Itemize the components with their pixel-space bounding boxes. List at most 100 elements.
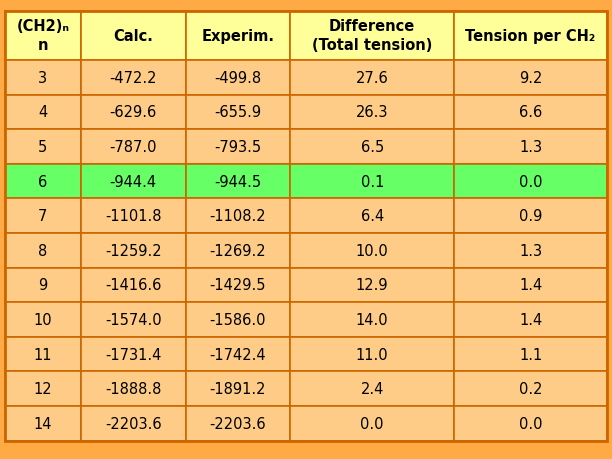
- Bar: [290, 95, 454, 130]
- Bar: [290, 302, 454, 337]
- Text: 1.3: 1.3: [519, 243, 542, 258]
- Text: -1416.6: -1416.6: [105, 278, 162, 293]
- Text: -793.5: -793.5: [214, 140, 261, 155]
- Bar: [81, 199, 185, 234]
- Text: 6: 6: [38, 174, 48, 189]
- Bar: [5, 130, 81, 164]
- Bar: [185, 130, 290, 164]
- Bar: [290, 372, 454, 406]
- Bar: [81, 268, 185, 302]
- Bar: [454, 372, 607, 406]
- Bar: [185, 164, 290, 199]
- Bar: [5, 372, 81, 406]
- Bar: [185, 302, 290, 337]
- Bar: [454, 164, 607, 199]
- Text: 0.9: 0.9: [519, 209, 542, 224]
- Text: -1429.5: -1429.5: [210, 278, 266, 293]
- Text: 9.2: 9.2: [519, 71, 542, 85]
- Text: Difference
(Total tension): Difference (Total tension): [312, 19, 433, 53]
- Text: 12.9: 12.9: [356, 278, 389, 293]
- Text: -1731.4: -1731.4: [105, 347, 162, 362]
- Text: 27.6: 27.6: [356, 71, 389, 85]
- Text: 4: 4: [38, 105, 48, 120]
- Bar: [81, 130, 185, 164]
- Bar: [185, 61, 290, 95]
- Bar: [454, 61, 607, 95]
- Text: 5: 5: [38, 140, 48, 155]
- Bar: [185, 406, 290, 441]
- Text: 2.4: 2.4: [360, 381, 384, 396]
- Text: -1888.8: -1888.8: [105, 381, 162, 396]
- Text: -787.0: -787.0: [110, 140, 157, 155]
- Bar: [5, 11, 81, 61]
- Bar: [454, 95, 607, 130]
- Text: 0.2: 0.2: [519, 381, 542, 396]
- Bar: [454, 337, 607, 372]
- Text: -1108.2: -1108.2: [210, 209, 266, 224]
- Text: 10: 10: [34, 312, 52, 327]
- Text: 1.4: 1.4: [519, 278, 542, 293]
- Bar: [5, 234, 81, 268]
- Text: -472.2: -472.2: [110, 71, 157, 85]
- Text: -1891.2: -1891.2: [210, 381, 266, 396]
- Text: -1586.0: -1586.0: [210, 312, 266, 327]
- Bar: [290, 61, 454, 95]
- Bar: [5, 95, 81, 130]
- Text: 14.0: 14.0: [356, 312, 389, 327]
- Bar: [185, 11, 290, 61]
- Bar: [5, 268, 81, 302]
- Bar: [5, 164, 81, 199]
- Bar: [290, 199, 454, 234]
- Text: -629.6: -629.6: [110, 105, 157, 120]
- Text: -944.4: -944.4: [110, 174, 157, 189]
- Text: 1.3: 1.3: [519, 140, 542, 155]
- Text: -1574.0: -1574.0: [105, 312, 162, 327]
- Bar: [290, 268, 454, 302]
- Text: 11: 11: [34, 347, 52, 362]
- Bar: [454, 406, 607, 441]
- Bar: [454, 11, 607, 61]
- Bar: [185, 337, 290, 372]
- Text: 6.6: 6.6: [519, 105, 542, 120]
- Bar: [454, 268, 607, 302]
- Text: -499.8: -499.8: [214, 71, 261, 85]
- Text: 26.3: 26.3: [356, 105, 389, 120]
- Text: Experim.: Experim.: [201, 28, 274, 44]
- Bar: [5, 337, 81, 372]
- Text: 7: 7: [38, 209, 48, 224]
- Bar: [81, 11, 185, 61]
- Text: -655.9: -655.9: [214, 105, 261, 120]
- Bar: [5, 406, 81, 441]
- Text: 0.1: 0.1: [360, 174, 384, 189]
- Text: Calc.: Calc.: [113, 28, 153, 44]
- Bar: [454, 199, 607, 234]
- Text: -2203.6: -2203.6: [105, 416, 162, 431]
- Text: 14: 14: [34, 416, 52, 431]
- Bar: [81, 406, 185, 441]
- Bar: [185, 372, 290, 406]
- Bar: [290, 234, 454, 268]
- Text: 12: 12: [34, 381, 52, 396]
- Text: 10.0: 10.0: [356, 243, 389, 258]
- Bar: [81, 337, 185, 372]
- Text: -2203.6: -2203.6: [210, 416, 266, 431]
- Text: 1.1: 1.1: [519, 347, 542, 362]
- Bar: [81, 372, 185, 406]
- Bar: [81, 95, 185, 130]
- Bar: [185, 199, 290, 234]
- Text: (CH2)ₙ
n: (CH2)ₙ n: [17, 19, 69, 53]
- Bar: [5, 302, 81, 337]
- Text: Tension per CH₂: Tension per CH₂: [466, 28, 595, 44]
- Bar: [290, 11, 454, 61]
- Text: -1259.2: -1259.2: [105, 243, 162, 258]
- Text: -1742.4: -1742.4: [210, 347, 266, 362]
- Text: 6.5: 6.5: [360, 140, 384, 155]
- Bar: [81, 61, 185, 95]
- Text: -1101.8: -1101.8: [105, 209, 162, 224]
- Text: 0.0: 0.0: [360, 416, 384, 431]
- Bar: [290, 337, 454, 372]
- Text: 8: 8: [38, 243, 48, 258]
- Text: 1.4: 1.4: [519, 312, 542, 327]
- Bar: [5, 61, 81, 95]
- Bar: [454, 234, 607, 268]
